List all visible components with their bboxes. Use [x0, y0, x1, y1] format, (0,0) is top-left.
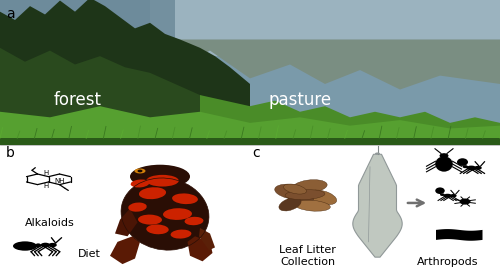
Text: Alkaloids: Alkaloids [25, 218, 75, 228]
Text: H: H [44, 170, 49, 175]
Ellipse shape [435, 187, 445, 194]
Ellipse shape [146, 224, 169, 234]
Polygon shape [0, 0, 250, 145]
Ellipse shape [163, 208, 192, 220]
Polygon shape [0, 106, 500, 145]
Ellipse shape [460, 198, 470, 205]
Ellipse shape [134, 168, 145, 173]
Bar [150, 0, 500, 56]
Text: b: b [6, 146, 15, 160]
Polygon shape [199, 228, 215, 250]
Polygon shape [188, 236, 212, 261]
Ellipse shape [279, 198, 301, 211]
Bar [0, 145, 250, 278]
Ellipse shape [40, 243, 50, 247]
Ellipse shape [146, 175, 179, 187]
Ellipse shape [128, 202, 146, 212]
Polygon shape [353, 154, 402, 257]
Ellipse shape [440, 193, 445, 196]
Text: H: H [44, 183, 49, 188]
Ellipse shape [35, 243, 41, 247]
Text: NH: NH [54, 178, 64, 184]
Ellipse shape [462, 165, 468, 168]
Text: forest: forest [54, 91, 102, 109]
Ellipse shape [184, 217, 204, 225]
Text: a: a [6, 7, 14, 21]
Ellipse shape [170, 230, 192, 239]
Ellipse shape [130, 180, 150, 187]
Polygon shape [436, 229, 482, 241]
Bar [250, 145, 500, 278]
Ellipse shape [121, 178, 209, 250]
Bar [0, 138, 500, 145]
Text: pasture: pasture [268, 91, 332, 109]
Ellipse shape [284, 184, 306, 194]
Ellipse shape [440, 153, 448, 158]
Bar [0, 0, 500, 145]
Bar [0, 0, 175, 44]
Text: Arthropods: Arthropods [417, 257, 478, 267]
Ellipse shape [274, 184, 310, 200]
Polygon shape [200, 95, 500, 145]
Ellipse shape [139, 187, 166, 199]
Text: Leaf Litter
Collection: Leaf Litter Collection [279, 245, 336, 267]
Ellipse shape [444, 194, 452, 198]
Ellipse shape [286, 194, 314, 207]
Ellipse shape [138, 215, 162, 225]
Ellipse shape [457, 158, 468, 166]
Ellipse shape [13, 241, 37, 251]
Ellipse shape [450, 194, 456, 197]
Ellipse shape [293, 180, 327, 193]
Polygon shape [0, 48, 250, 145]
Ellipse shape [130, 165, 190, 188]
Ellipse shape [138, 170, 142, 172]
Polygon shape [140, 39, 500, 90]
Text: Diet: Diet [78, 249, 100, 259]
Ellipse shape [308, 190, 336, 205]
Ellipse shape [375, 152, 380, 155]
Ellipse shape [435, 156, 453, 172]
Ellipse shape [172, 193, 198, 204]
Text: c: c [252, 146, 260, 160]
Ellipse shape [466, 166, 476, 170]
Ellipse shape [285, 190, 325, 200]
Ellipse shape [474, 166, 482, 170]
Ellipse shape [48, 243, 57, 247]
Ellipse shape [294, 200, 330, 211]
Polygon shape [115, 208, 138, 236]
Polygon shape [110, 236, 140, 264]
